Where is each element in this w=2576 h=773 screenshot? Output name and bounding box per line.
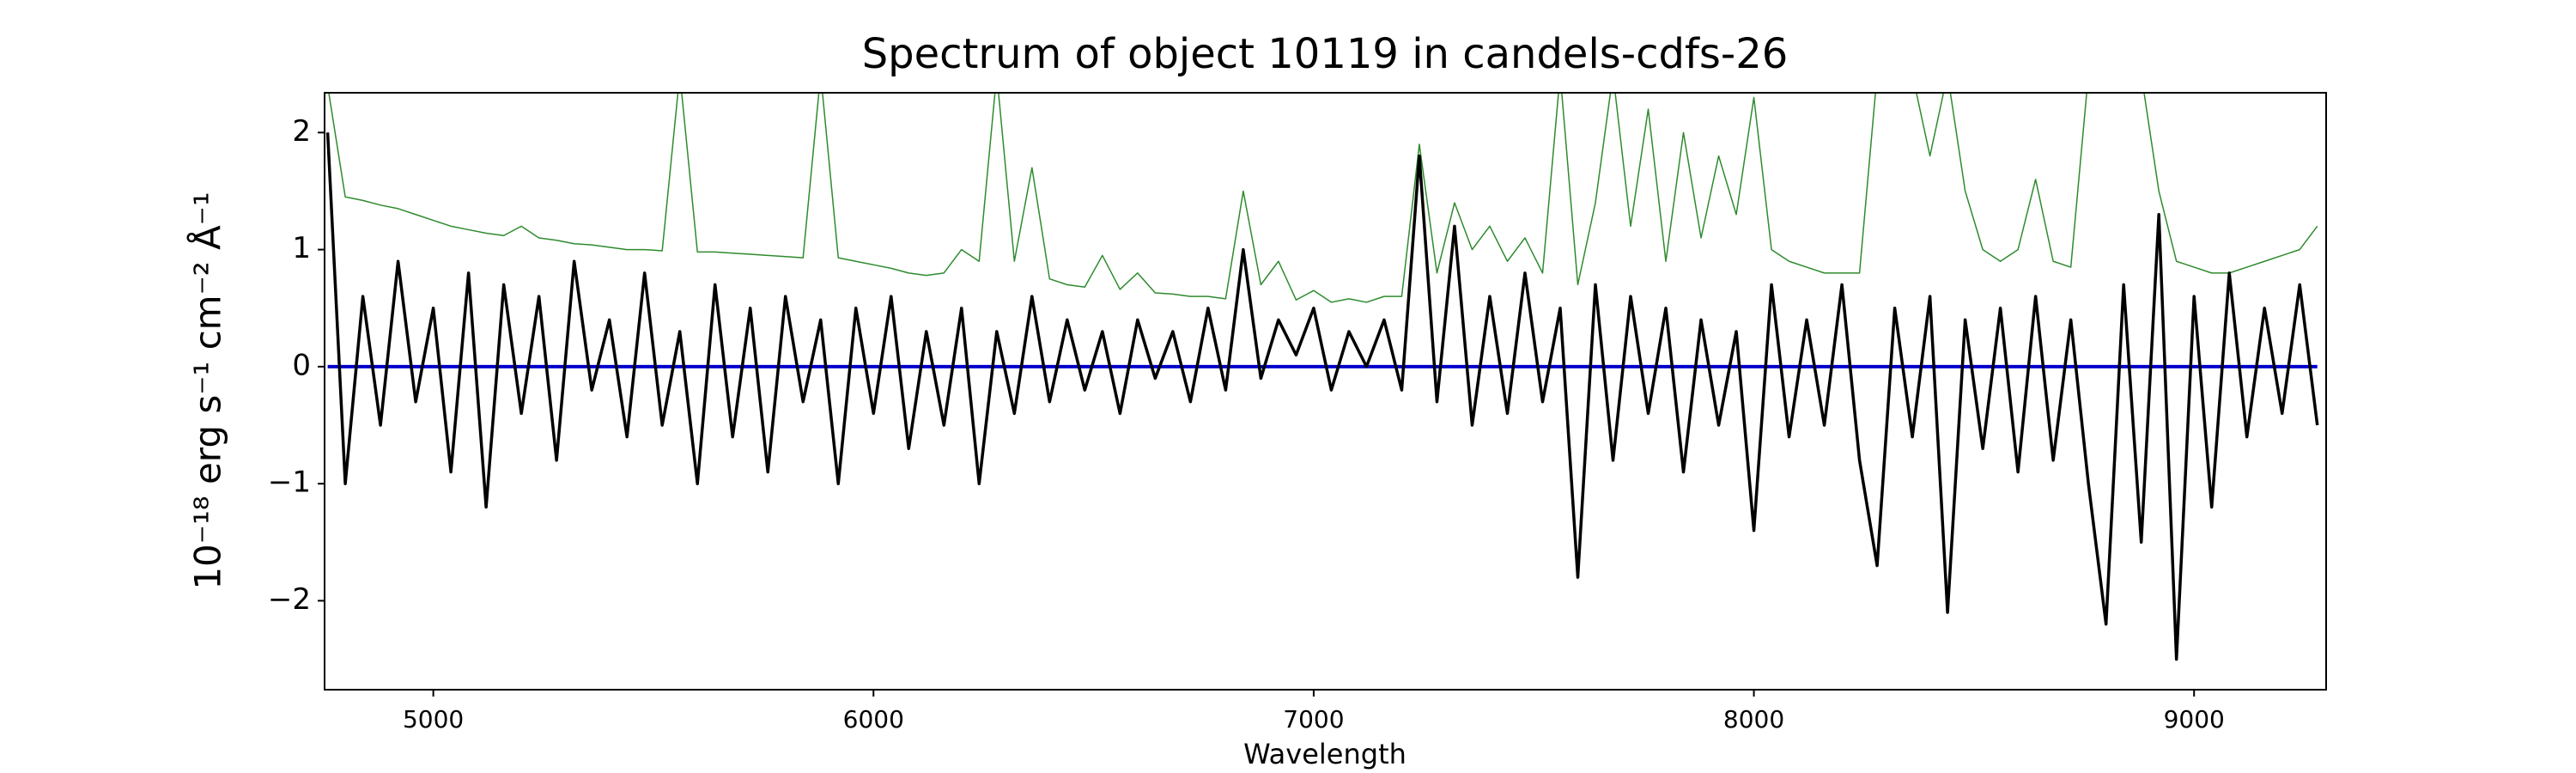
y-tick-label: −2 (268, 582, 311, 617)
y-tick-label: 2 (292, 114, 311, 149)
y-axis-label: 10⁻¹⁸ erg s⁻¹ cm⁻² Å⁻¹ (186, 192, 229, 589)
x-axis-label: Wavelength (1243, 738, 1406, 770)
x-tick-label: 9000 (2164, 705, 2225, 733)
plot-frame (324, 92, 2327, 691)
spectrum-line (328, 93, 2318, 303)
plot-lines (325, 93, 2319, 661)
x-tick-label: 8000 (1723, 705, 1784, 733)
x-tick-label: 6000 (843, 705, 904, 733)
y-tick-label: 1 (292, 231, 311, 265)
y-tick-label: −1 (268, 466, 311, 500)
spectrum-line (325, 132, 2319, 661)
chart-title: Spectrum of object 10119 in candels-cdfs… (862, 30, 1789, 78)
y-tick-label: 0 (292, 348, 311, 382)
x-tick-label: 7000 (1283, 705, 1344, 733)
x-tick-label: 5000 (403, 705, 464, 733)
